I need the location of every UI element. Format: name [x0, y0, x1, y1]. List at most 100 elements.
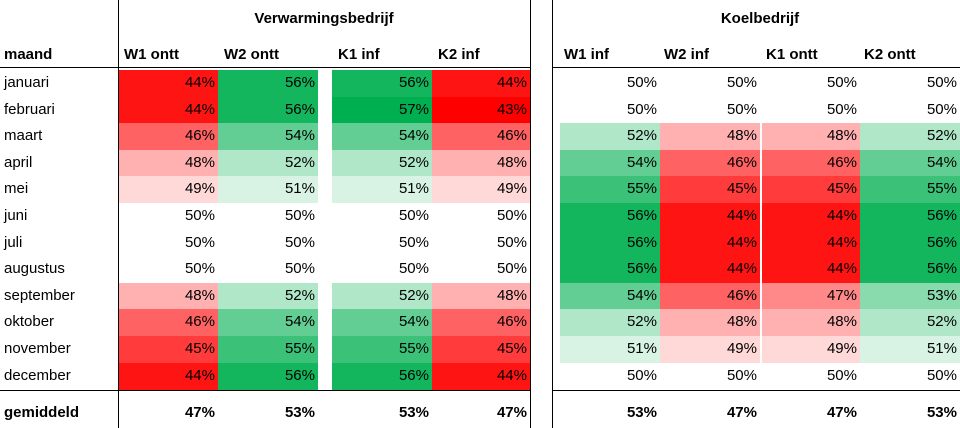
- table-cell: 49%: [118, 176, 218, 204]
- table-cell: 50%: [626, 366, 657, 384]
- table-cell: 54%: [860, 149, 960, 177]
- table-cell: 48%: [660, 309, 760, 337]
- table-cell: 50%: [726, 74, 757, 91]
- table-cell: 48%: [118, 282, 218, 310]
- table-cell: 50%: [284, 207, 315, 224]
- table-cell: 56%: [218, 96, 318, 124]
- month-header: maand: [4, 46, 53, 63]
- table-cell: 50%: [626, 74, 657, 91]
- month-label: november: [4, 340, 71, 357]
- month-label: december: [4, 366, 71, 384]
- table-cell: 50%: [726, 366, 757, 384]
- month-label: juli: [4, 233, 23, 251]
- column-header: K1 ontt: [766, 46, 818, 63]
- table-border: [552, 67, 960, 68]
- table-cell: 44%: [118, 70, 218, 97]
- table-cell: 49%: [432, 176, 530, 204]
- table-cell: 54%: [218, 309, 318, 337]
- table-cell: 54%: [218, 123, 318, 151]
- table-cell: 52%: [218, 149, 318, 177]
- table-border: [118, 0, 119, 428]
- table-cell: 46%: [432, 123, 530, 151]
- table-cell: 50%: [496, 233, 527, 251]
- table-border: [552, 390, 960, 391]
- table-cell: 50%: [496, 260, 527, 278]
- table-cell: 45%: [660, 176, 760, 204]
- table-cell: 45%: [118, 336, 218, 363]
- table-cell: 54%: [332, 123, 432, 151]
- table-cell: 56%: [860, 229, 960, 257]
- table-cell: 50%: [398, 207, 429, 224]
- table-cell: 46%: [762, 149, 860, 177]
- table-cell: 52%: [332, 282, 432, 310]
- table-border: [0, 67, 530, 68]
- table-cell: 50%: [398, 233, 429, 251]
- table-cell: 55%: [560, 176, 660, 204]
- table-cell: 51%: [860, 336, 960, 363]
- month-label: mei: [4, 180, 29, 198]
- table-cell: 47%: [762, 282, 860, 310]
- table-cell: 55%: [332, 336, 432, 363]
- table-cell: 46%: [660, 149, 760, 177]
- table-cell: 56%: [560, 256, 660, 284]
- column-header: K2 inf: [438, 46, 480, 63]
- table-cell: 48%: [762, 123, 860, 151]
- table-cell: 48%: [660, 123, 760, 151]
- table-cell: 53%: [860, 282, 960, 310]
- table-cell: 50%: [926, 74, 957, 91]
- month-label: augustus: [4, 260, 65, 278]
- table-cell: 56%: [560, 229, 660, 257]
- average-cell: 53%: [926, 404, 957, 421]
- table-cell: 49%: [762, 336, 860, 363]
- table-cell: 50%: [184, 260, 215, 278]
- table-cell: 52%: [560, 123, 660, 151]
- average-cell: 53%: [284, 404, 315, 421]
- table-cell: 44%: [432, 362, 530, 390]
- table-cell: 44%: [118, 362, 218, 390]
- average-cell: 47%: [826, 404, 857, 421]
- table-cell: 50%: [398, 260, 429, 278]
- table-cell: 48%: [118, 149, 218, 177]
- table-cell: 50%: [826, 100, 857, 118]
- table-cell: 50%: [826, 74, 857, 91]
- average-cell: 53%: [626, 404, 657, 421]
- table-cell: 44%: [762, 256, 860, 284]
- table-border: [530, 0, 531, 428]
- column-header: W1 inf: [564, 46, 609, 63]
- table-cell: 45%: [762, 176, 860, 204]
- table-cell: 49%: [660, 336, 760, 363]
- table-cell: 44%: [432, 70, 530, 97]
- table-cell: 56%: [860, 203, 960, 230]
- month-label: februari: [4, 100, 55, 118]
- table-cell: 50%: [184, 207, 215, 224]
- table-cell: 46%: [660, 282, 760, 310]
- group-title-heating: Verwarmingsbedrijf: [254, 10, 394, 27]
- table-cell: 51%: [560, 336, 660, 363]
- month-label: april: [4, 153, 33, 171]
- table-border: [552, 0, 553, 428]
- table-cell: 52%: [218, 282, 318, 310]
- table-cell: 50%: [284, 233, 315, 251]
- column-header: W2 inf: [664, 46, 709, 63]
- table-cell: 50%: [926, 100, 957, 118]
- average-cell: 47%: [496, 404, 527, 421]
- table-cell: 50%: [496, 207, 527, 224]
- table-cell: 48%: [432, 282, 530, 310]
- table-cell: 56%: [860, 256, 960, 284]
- table-cell: 46%: [118, 309, 218, 337]
- table-cell: 54%: [560, 282, 660, 310]
- table-cell: 52%: [560, 309, 660, 337]
- table-cell: 57%: [332, 96, 432, 124]
- table-cell: 48%: [762, 309, 860, 337]
- average-cell: 47%: [726, 404, 757, 421]
- month-label: januari: [4, 74, 50, 91]
- table-cell: 50%: [626, 100, 657, 118]
- table-cell: 48%: [432, 149, 530, 177]
- column-header: W2 ontt: [224, 46, 279, 63]
- month-label: september: [4, 286, 75, 304]
- month-label: juni: [4, 207, 28, 224]
- table-cell: 56%: [332, 70, 432, 97]
- table-cell: 55%: [860, 176, 960, 204]
- average-cell: 53%: [398, 404, 429, 421]
